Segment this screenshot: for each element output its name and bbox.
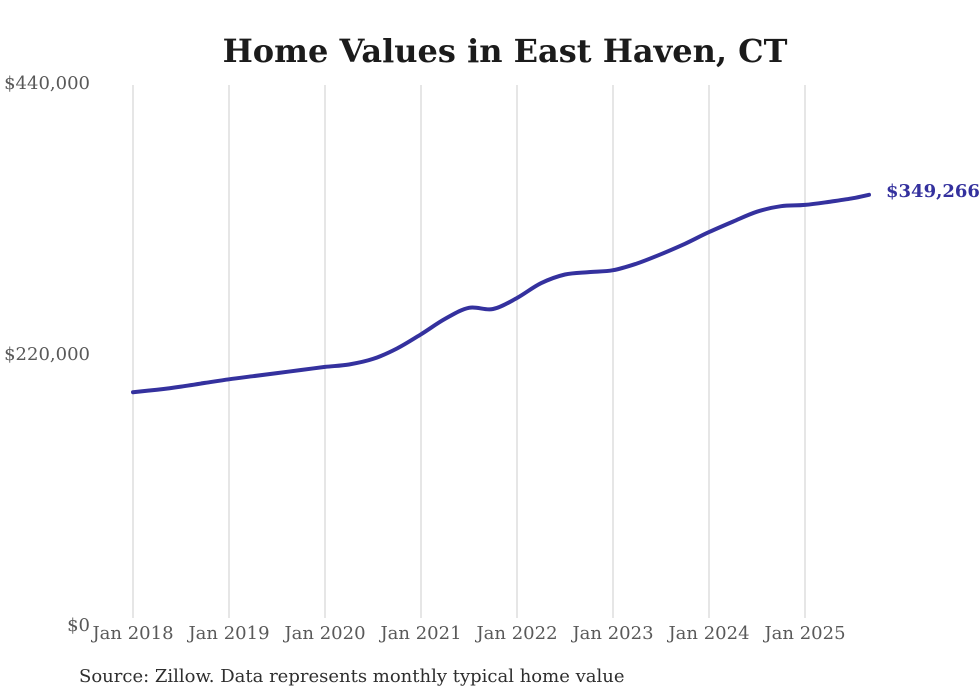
y-tick-220000: $220,000 [4,344,90,365]
x-tick-2023-01: Jan 2023 [570,623,653,644]
chart-title: Home Values in East Haven, CT [223,32,788,70]
x-tick-2025-01: Jan 2025 [762,623,845,644]
x-tick-2019-01: Jan 2019 [186,623,269,644]
gridlines [132,85,806,618]
x-tick-2020-01: Jan 2020 [282,623,365,644]
end-value-label: $349,266 [886,181,980,202]
x-tick-2021-01: Jan 2021 [378,623,461,644]
y-tick-440000: $440,000 [4,73,90,94]
x-axis-labels: Jan 2018 Jan 2019 Jan 2020 Jan 2021 Jan 2022… [90,623,845,644]
series-line-group [131,192,871,395]
home-value-line [131,192,871,395]
y-axis-labels: $440,000 $220,000 $0 [4,73,90,636]
source-note: Source: Zillow. Data represents monthly … [79,666,625,687]
x-tick-2024-01: Jan 2024 [666,623,749,644]
y-tick-0: $0 [67,615,90,636]
x-tick-2018-01: Jan 2018 [90,623,173,644]
x-tick-2022-01: Jan 2022 [474,623,557,644]
